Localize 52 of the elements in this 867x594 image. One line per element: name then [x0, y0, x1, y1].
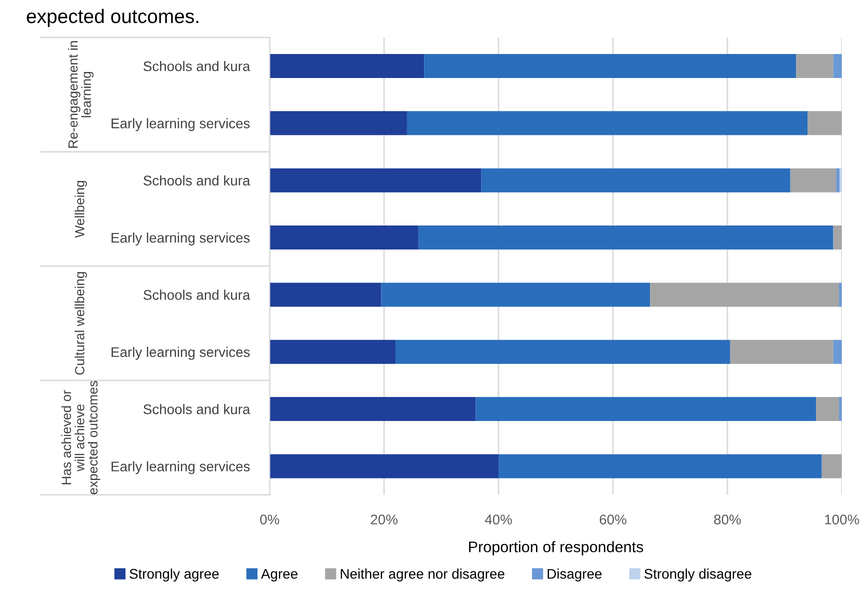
bar — [833, 54, 842, 78]
bar — [796, 54, 834, 78]
bar — [270, 397, 476, 422]
bar — [498, 454, 822, 478]
legend-label: Disagree — [548, 568, 602, 582]
bar — [836, 168, 840, 192]
y-tick-label: Schools and kura — [144, 175, 250, 186]
bar — [424, 54, 796, 78]
bar — [270, 54, 424, 78]
bar — [730, 340, 834, 364]
bar — [270, 282, 382, 307]
bar — [816, 397, 839, 422]
bar — [270, 340, 396, 364]
bar — [481, 168, 790, 192]
legend-label: Strongly disagree — [644, 568, 752, 582]
y-tick-label: Schools and kura — [144, 60, 250, 72]
text: expected outcomes. — [26, 8, 198, 28]
text: Re-engagement in learning — [68, 41, 94, 148]
x-tick-label: 100% — [825, 514, 860, 524]
bar — [381, 282, 650, 307]
bar — [270, 111, 407, 136]
y-tick-label: Early learning services — [112, 232, 250, 246]
y-tick-label: Early learning services — [112, 118, 250, 132]
legend-label: Strongly agree — [130, 568, 219, 582]
bar — [476, 397, 816, 422]
legend-label: Agree — [261, 569, 298, 582]
x-tick-label: 20% — [370, 514, 398, 524]
bar — [808, 111, 842, 136]
text: Wellbeing — [74, 180, 87, 238]
y-tick-label: Schools and kura — [144, 290, 250, 300]
y-tick-label: Schools and kura — [144, 404, 250, 414]
legend-label: Neither agree nor disagree — [340, 568, 504, 582]
bar — [833, 226, 842, 250]
bar — [418, 226, 834, 250]
x-tick-label: 80% — [714, 514, 741, 524]
bar — [396, 340, 730, 364]
y-tick-label: Early learning services — [112, 461, 250, 474]
bar — [270, 454, 499, 478]
x-tick-label: 40% — [484, 514, 512, 524]
text: Cultural wellbeing — [74, 272, 87, 375]
bar — [270, 226, 418, 250]
bar — [822, 454, 842, 478]
bar — [406, 111, 808, 136]
bar — [270, 168, 482, 192]
x-axis-title: Proportion of respondents — [469, 541, 644, 556]
text: Has achieved or will achieve expected outcomes — [61, 380, 100, 494]
bar — [790, 168, 836, 192]
bar — [650, 282, 839, 307]
bar — [833, 340, 842, 364]
x-tick-label: 60% — [600, 514, 626, 524]
x-tick-label: 0% — [260, 514, 280, 524]
y-tick-label: Early learning services — [112, 346, 250, 360]
